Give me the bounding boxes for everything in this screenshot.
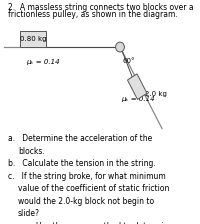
Text: a.   Determine the acceleration of the: a. Determine the acceleration of the	[8, 134, 152, 143]
Text: μₖ = 0.14: μₖ = 0.14	[26, 59, 60, 65]
Text: blocks.: blocks.	[18, 147, 45, 156]
Circle shape	[116, 42, 124, 52]
Text: Use the grasp method to determine: Use the grasp method to determine	[36, 222, 173, 224]
Text: 2.  A massless string connects two blocks over a: 2. A massless string connects two blocks…	[8, 3, 194, 12]
Text: frictionless pulley, as shown in the diagram.: frictionless pulley, as shown in the dia…	[8, 10, 178, 19]
Bar	[20, 31, 46, 47]
Text: b.   Calculate the tension in the string.: b. Calculate the tension in the string.	[8, 159, 156, 168]
Text: 2.0 kg: 2.0 kg	[145, 91, 167, 97]
Text: μₖ = 0.14: μₖ = 0.14	[121, 96, 155, 102]
Text: would the 2.0-kg block not begin to: would the 2.0-kg block not begin to	[18, 197, 154, 206]
Text: c.   If the string broke, for what minimum: c. If the string broke, for what minimum	[8, 172, 166, 181]
Text: 0.80 kg: 0.80 kg	[20, 36, 46, 42]
Text: slide?: slide?	[18, 209, 40, 218]
Text: 60°: 60°	[122, 58, 135, 64]
Polygon shape	[127, 74, 147, 99]
Text: value of the coefficient of static friction: value of the coefficient of static frict…	[18, 184, 169, 193]
